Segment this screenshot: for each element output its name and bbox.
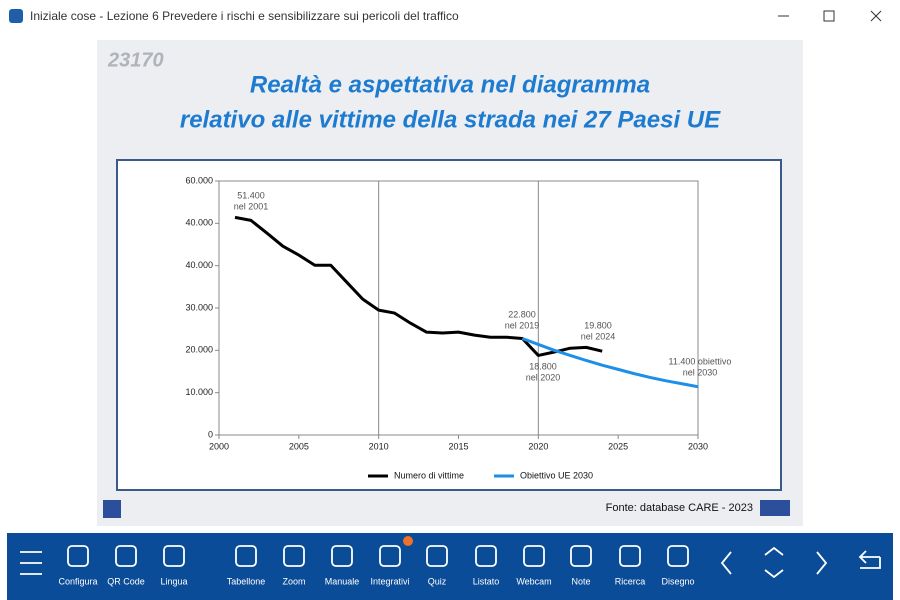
- toolbar-icon[interactable]: [475, 545, 497, 567]
- toolbar-label[interactable]: Manuale: [325, 576, 360, 586]
- logo: [760, 500, 790, 516]
- annotation: 22.800: [508, 309, 536, 319]
- y-tick-label: 60.000: [185, 175, 213, 185]
- toolbar-label[interactable]: Listato: [473, 576, 500, 586]
- y-tick-label: 40.000: [185, 218, 213, 228]
- slide-title: Realtà e aspettativa nel diagramma: [250, 71, 650, 98]
- prev-button[interactable]: [720, 551, 732, 575]
- toolbar-icon[interactable]: [283, 545, 305, 567]
- annotation: nel 2020: [526, 372, 561, 382]
- annotation: nel 2001: [234, 201, 269, 211]
- annotation: 19.800: [584, 320, 612, 330]
- slide-number: 23170: [107, 49, 164, 71]
- app-icon: [9, 9, 23, 23]
- toolbar-icon[interactable]: [570, 545, 592, 567]
- toolbar-icon[interactable]: [67, 545, 89, 567]
- annotation: nel 2030: [683, 367, 718, 377]
- x-tick-label: 2015: [448, 441, 468, 451]
- toolbar-icon[interactable]: [379, 545, 401, 567]
- maximize-button[interactable]: [823, 10, 835, 22]
- toolbar-label[interactable]: Zoom: [282, 576, 305, 586]
- toolbar-label[interactable]: Quiz: [428, 576, 447, 586]
- toolbar-icon[interactable]: [426, 545, 448, 567]
- toolbar-label[interactable]: Webcam: [516, 576, 551, 586]
- x-tick-label: 2030: [688, 441, 708, 451]
- annotation: 18.800: [529, 361, 557, 371]
- legend-label: Numero di vittime: [394, 470, 464, 480]
- toolbar-icon[interactable]: [235, 545, 257, 567]
- toolbar-label[interactable]: Configura: [58, 576, 97, 586]
- toolbar-label[interactable]: Integrativi: [370, 576, 409, 586]
- logo: [103, 500, 121, 518]
- menu-button[interactable]: [20, 551, 42, 575]
- toolbar-icon[interactable]: [523, 545, 545, 567]
- y-tick-label: 30.000: [185, 302, 213, 312]
- y-tick-label: 0: [208, 429, 213, 439]
- toolbar-label[interactable]: Ricerca: [615, 576, 646, 586]
- notification-dot: [403, 536, 413, 546]
- x-tick-label: 2010: [369, 441, 389, 451]
- y-tick-label: 10.000: [185, 387, 213, 397]
- annotation: nel 2019: [505, 320, 540, 330]
- series-line: [521, 337, 699, 389]
- x-tick-label: 2000: [209, 441, 229, 451]
- legend-label: Obiettivo UE 2030: [520, 470, 593, 480]
- toolbar: [7, 533, 893, 600]
- series-line: [234, 215, 603, 357]
- toolbar-label[interactable]: Lingua: [160, 576, 187, 586]
- close-button[interactable]: [870, 10, 882, 22]
- annotation: 51.400: [237, 190, 265, 200]
- toolbar-label[interactable]: Note: [571, 576, 590, 586]
- toolbar-icon[interactable]: [619, 545, 641, 567]
- toolbar-icon[interactable]: [163, 545, 185, 567]
- window-title: Iniziale cose - Lezione 6 Prevedere i ri…: [30, 9, 459, 23]
- x-tick-label: 2005: [289, 441, 309, 451]
- x-tick-label: 2025: [608, 441, 628, 451]
- toolbar-label[interactable]: Tabellone: [227, 576, 266, 586]
- toolbar-icon[interactable]: [667, 545, 689, 567]
- next-button[interactable]: [816, 551, 828, 575]
- nav-button[interactable]: [764, 546, 784, 579]
- source: Fonte: database CARE - 2023: [606, 502, 753, 514]
- slide-title: relativo alle vittime della strada nei 2…: [180, 106, 721, 133]
- y-tick-label: 20.000: [185, 345, 213, 355]
- annotation: 11.400 obiettivo: [669, 356, 732, 366]
- toolbar-label[interactable]: QR Code: [107, 576, 145, 586]
- back-button[interactable]: [858, 550, 881, 569]
- toolbar-icon[interactable]: [115, 545, 137, 567]
- x-tick-label: 2020: [528, 441, 548, 451]
- y-tick-label: 40.000: [185, 260, 213, 270]
- toolbar-label[interactable]: Disegno: [661, 576, 694, 586]
- toolbar-icon[interactable]: [331, 545, 353, 567]
- annotation: nel 2024: [581, 331, 616, 341]
